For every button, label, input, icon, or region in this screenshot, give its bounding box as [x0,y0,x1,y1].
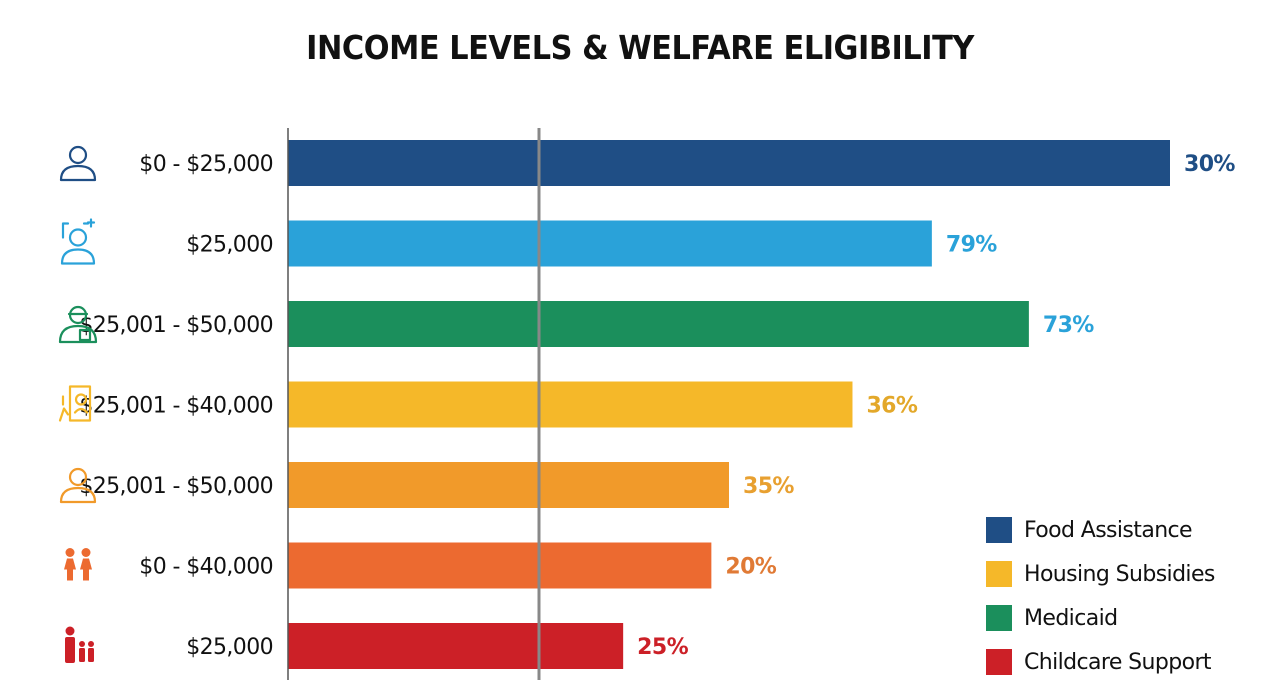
legend-swatch [986,517,1012,543]
legend-label: Medicaid [1024,605,1118,631]
value-label: 20% [725,555,776,580]
category-label: $0 - $40,000 [139,555,273,580]
person-glasses-icon [58,305,98,344]
legend-label: Food Assistance [1024,517,1193,543]
legend-label: Housing Subsidies [1024,561,1215,587]
legend: Food Assistance Housing Subsidies Medicaid… [986,508,1215,684]
bar [288,462,729,508]
legend-item: Housing Subsidies [986,552,1215,596]
person-document-icon [58,385,92,422]
legend-item: Food Assistance [986,508,1215,552]
category-label: $25,001 - $40,000 [79,394,273,419]
bar [288,220,932,267]
value-label: 35% [743,474,794,499]
legend-item: Medicaid [986,596,1215,640]
bar [288,301,1029,347]
person-outline-icon [59,145,97,182]
category-label: $25,001 - $50,000 [79,474,273,499]
legend-label: Childcare Support [1024,649,1212,675]
family-adults-icon [64,548,92,581]
category-label: $0 - $25,000 [139,152,273,177]
category-label: $25,000 [186,233,273,258]
legend-swatch [986,605,1012,631]
value-label: 73% [1043,313,1094,338]
chart-title: INCOME LEVELS & WELFARE ELIGIBILITY [306,28,974,67]
category-label: $25,001 - $50,000 [79,313,273,338]
legend-swatch [986,649,1012,675]
bar [288,623,624,669]
value-label: 36% [866,394,917,419]
value-label: 79% [946,233,997,258]
bar [288,542,712,589]
legend-swatch [986,561,1012,587]
legend-item: Childcare Support [986,640,1215,684]
category-label: $25,000 [186,635,273,660]
family-children-icon [65,626,94,663]
person-badge-icon [60,218,96,265]
person-outline-icon [59,467,97,504]
bar [288,140,1170,186]
value-label: 25% [637,635,688,660]
value-label: 30% [1184,152,1235,177]
bar [288,381,853,428]
